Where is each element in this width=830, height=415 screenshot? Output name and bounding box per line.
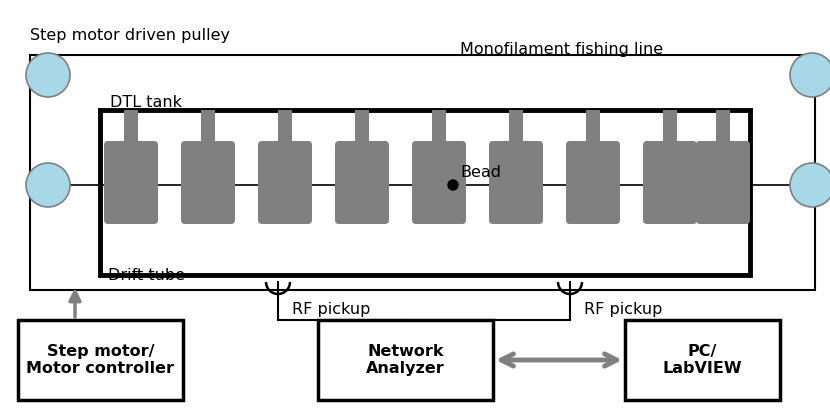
Text: PC/
LabVIEW: PC/ LabVIEW: [662, 344, 742, 376]
Bar: [318, 320, 493, 400]
Bar: [18, 320, 183, 400]
Bar: [355, 110, 369, 145]
Bar: [30, 55, 815, 290]
Bar: [625, 320, 780, 400]
Circle shape: [448, 180, 458, 190]
Text: Drift tube: Drift tube: [108, 268, 185, 283]
Bar: [716, 110, 730, 145]
Circle shape: [26, 53, 70, 97]
FancyBboxPatch shape: [696, 141, 750, 224]
FancyBboxPatch shape: [335, 141, 389, 224]
FancyBboxPatch shape: [566, 141, 620, 224]
Bar: [124, 110, 138, 145]
FancyBboxPatch shape: [643, 141, 697, 224]
Bar: [663, 110, 677, 145]
Text: Monofilament fishing line: Monofilament fishing line: [460, 42, 663, 57]
Bar: [432, 110, 446, 145]
Text: DTL tank: DTL tank: [110, 95, 182, 110]
Text: Step motor/
Motor controller: Step motor/ Motor controller: [27, 344, 174, 376]
Bar: [509, 110, 523, 145]
Circle shape: [790, 163, 830, 207]
Text: Step motor driven pulley: Step motor driven pulley: [30, 28, 230, 43]
Bar: [278, 110, 292, 145]
Text: Network
Analyzer: Network Analyzer: [366, 344, 445, 376]
FancyBboxPatch shape: [258, 141, 312, 224]
Bar: [100, 110, 750, 275]
FancyBboxPatch shape: [489, 141, 543, 224]
Bar: [201, 110, 215, 145]
Bar: [586, 110, 600, 145]
Circle shape: [790, 53, 830, 97]
Circle shape: [26, 163, 70, 207]
FancyBboxPatch shape: [412, 141, 466, 224]
Text: Bead: Bead: [460, 165, 501, 180]
Text: RF pickup: RF pickup: [584, 302, 662, 317]
FancyBboxPatch shape: [104, 141, 158, 224]
Text: RF pickup: RF pickup: [292, 302, 370, 317]
FancyBboxPatch shape: [181, 141, 235, 224]
